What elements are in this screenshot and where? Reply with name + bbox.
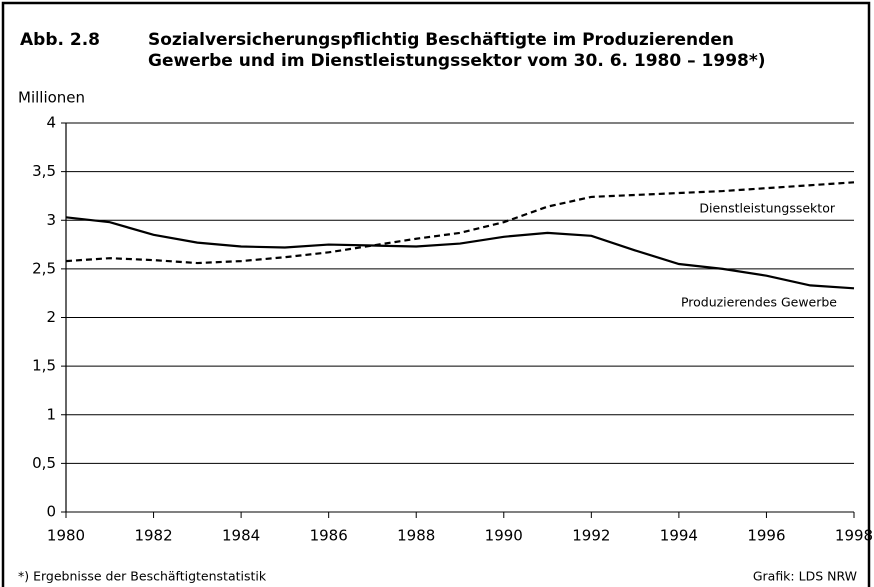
chart-title: Sozialversicherungspflichtig Beschäftigt… — [148, 30, 734, 50]
y-tick-label: 2,5 — [32, 259, 56, 277]
series-label: Produzierendes Gewerbe — [681, 295, 837, 310]
y-axis-label: Millionen — [18, 89, 85, 107]
x-tick-label: 1982 — [134, 527, 172, 545]
source: Grafik: LDS NRW — [753, 569, 857, 584]
y-tick-label: 2 — [46, 308, 56, 326]
x-tick-label: 1986 — [310, 527, 348, 545]
series-label: Dienstleistungssektor — [699, 201, 835, 216]
y-tick-label: 1,5 — [32, 357, 56, 375]
series-line — [65, 181, 855, 265]
footnote: *) Ergebnisse der Beschäftigtenstatistik — [18, 569, 267, 584]
y-tick-label: 4 — [46, 114, 56, 132]
x-tick-label: 1996 — [747, 527, 785, 545]
chart-title: Gewerbe und im Dienstleistungssektor vom… — [148, 51, 766, 71]
y-tick-label: 0,5 — [32, 454, 56, 472]
x-tick-label: 1994 — [660, 527, 698, 545]
x-tick-label: 1998 — [835, 527, 873, 545]
x-tick-label: 1980 — [47, 527, 85, 545]
y-tick-label: 3 — [46, 211, 56, 229]
x-tick-label: 1988 — [397, 527, 435, 545]
y-tick-label: 1 — [46, 405, 56, 423]
x-tick-label: 1992 — [572, 527, 610, 545]
y-tick-label: 0 — [46, 503, 56, 521]
series-line — [65, 216, 855, 290]
y-tick-label: 3,5 — [32, 162, 56, 180]
figure-label: Abb. 2.8 — [20, 30, 100, 50]
x-tick-label: 1990 — [485, 527, 523, 545]
x-tick-label: 1984 — [222, 527, 260, 545]
